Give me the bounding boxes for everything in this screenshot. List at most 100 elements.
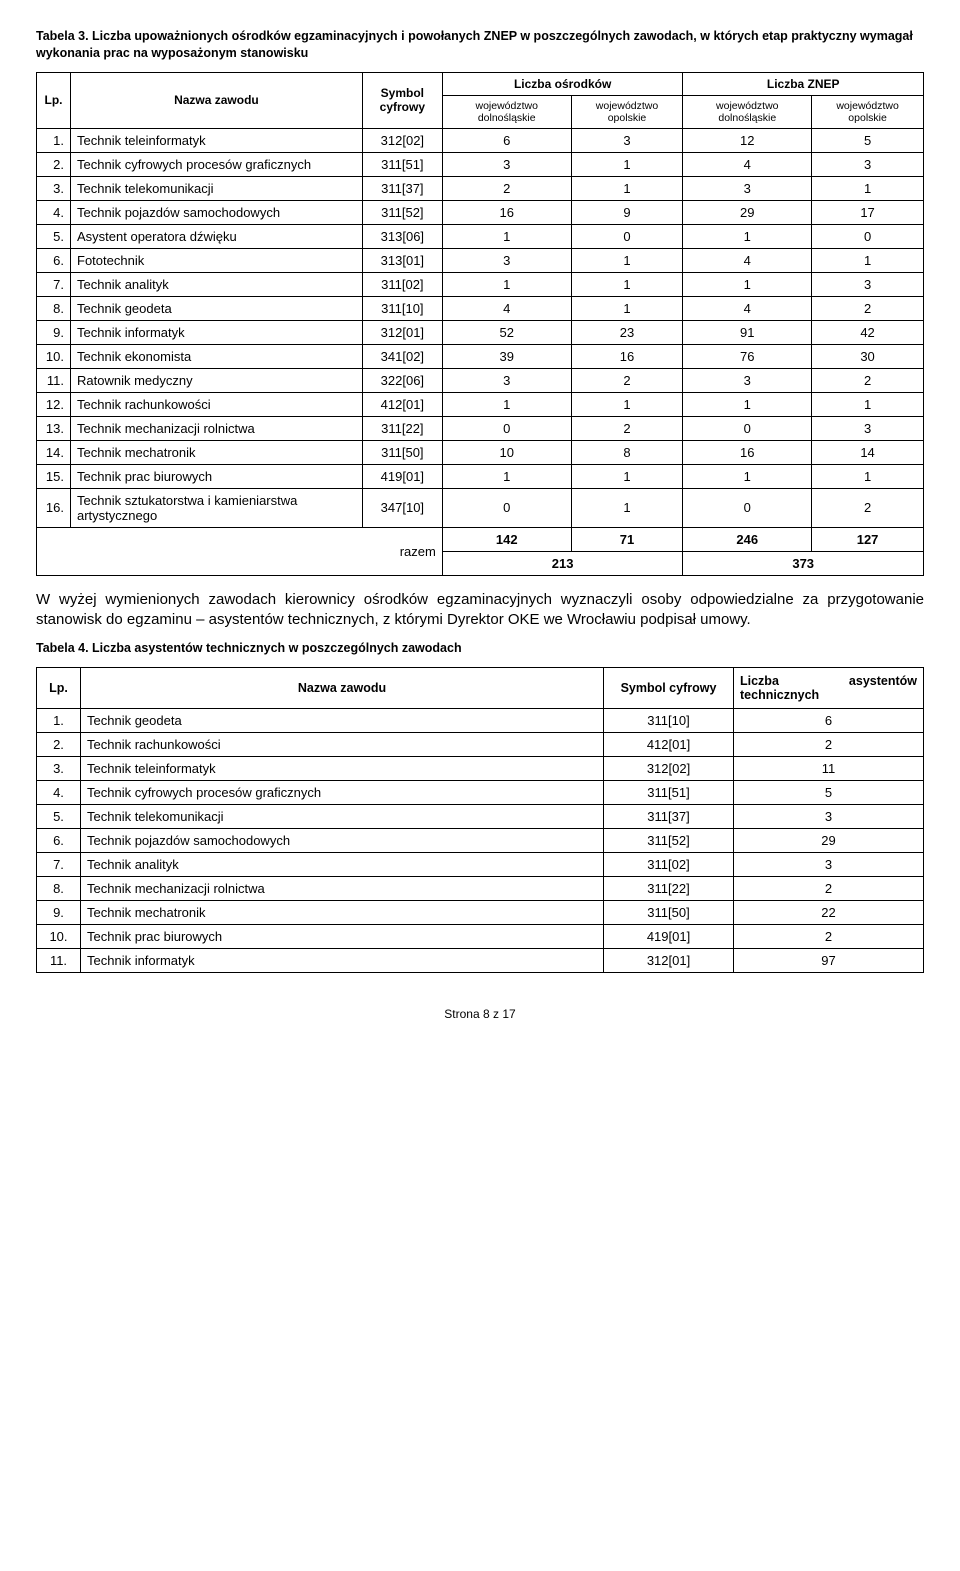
t4-cell-count: 2 (734, 925, 924, 949)
t3-cell-sym: 311[50] (362, 440, 442, 464)
t3-cell-oo: 2 (571, 368, 683, 392)
t3-cell-sym: 311[10] (362, 296, 442, 320)
t4-cell-name: Technik pojazdów samochodowych (81, 829, 604, 853)
t3-sub-zo: województwo opolskie (812, 95, 924, 128)
t3-cell-zd: 4 (683, 296, 812, 320)
t4-cell-count: 97 (734, 949, 924, 973)
t3-cell-lp: 9. (37, 320, 71, 344)
t4-head-symbol: Symbol cyfrowy (604, 668, 734, 709)
t4-cell-sym: 312[02] (604, 757, 734, 781)
t3-cell-oo: 1 (571, 464, 683, 488)
t4-cell-lp: 11. (37, 949, 81, 973)
t4-cell-sym: 412[01] (604, 733, 734, 757)
t3-cell-lp: 7. (37, 272, 71, 296)
t3-sub-od: województwo dolnośląskie (442, 95, 571, 128)
t3-cell-zo: 30 (812, 344, 924, 368)
t3-cell-lp: 14. (37, 440, 71, 464)
t3-cell-lp: 6. (37, 248, 71, 272)
t3-cell-sym: 313[01] (362, 248, 442, 272)
t3-cell-od: 1 (442, 392, 571, 416)
t3-total-zo: 127 (812, 527, 924, 551)
t3-cell-sym: 312[02] (362, 128, 442, 152)
t3-cell-oo: 1 (571, 152, 683, 176)
t3-cell-lp: 8. (37, 296, 71, 320)
t4-head-lp: Lp. (37, 668, 81, 709)
t3-cell-name: Technik prac biurowych (71, 464, 363, 488)
table-row: 4.Technik pojazdów samochodowych311[52]1… (37, 200, 924, 224)
t4-cell-lp: 4. (37, 781, 81, 805)
t3-cell-sym: 313[06] (362, 224, 442, 248)
t3-cell-zo: 2 (812, 368, 924, 392)
t3-head-symbol: Symbol cyfrowy (362, 72, 442, 128)
t3-cell-lp: 13. (37, 416, 71, 440)
t3-cell-lp: 12. (37, 392, 71, 416)
t3-cell-od: 10 (442, 440, 571, 464)
t3-head-znep: Liczba ZNEP (683, 72, 924, 95)
table-row: 13.Technik mechanizacji rolnictwa311[22]… (37, 416, 924, 440)
t3-cell-sym: 311[51] (362, 152, 442, 176)
t4-head-name: Nazwa zawodu (81, 668, 604, 709)
table-row: 6.Fototechnik313[01]3141 (37, 248, 924, 272)
t3-cell-od: 2 (442, 176, 571, 200)
t4-cell-sym: 311[02] (604, 853, 734, 877)
t3-cell-sym: 311[52] (362, 200, 442, 224)
t3-total-label: razem (37, 527, 443, 575)
t3-cell-od: 3 (442, 368, 571, 392)
t3-head-name: Nazwa zawodu (71, 72, 363, 128)
t3-cell-name: Technik analityk (71, 272, 363, 296)
t3-cell-oo: 1 (571, 248, 683, 272)
t3-cell-name: Technik ekonomista (71, 344, 363, 368)
t3-total-zd: 246 (683, 527, 812, 551)
t4-cell-count: 2 (734, 877, 924, 901)
t3-cell-name: Asystent operatora dźwięku (71, 224, 363, 248)
t3-cell-od: 0 (442, 416, 571, 440)
t3-cell-od: 4 (442, 296, 571, 320)
table3-caption: Tabela 3. Liczba upoważnionych ośrodków … (36, 28, 924, 62)
t3-cell-oo: 8 (571, 440, 683, 464)
t3-cell-zd: 4 (683, 248, 812, 272)
t3-cell-sym: 419[01] (362, 464, 442, 488)
table-row: 2.Technik rachunkowości412[01]2 (37, 733, 924, 757)
t3-cell-lp: 1. (37, 128, 71, 152)
t4-cell-sym: 311[37] (604, 805, 734, 829)
t4-cell-sym: 312[01] (604, 949, 734, 973)
t3-cell-name: Technik cyfrowych procesów graficznych (71, 152, 363, 176)
t4-cell-sym: 311[51] (604, 781, 734, 805)
table4-caption: Tabela 4. Liczba asystentów technicznych… (36, 640, 924, 657)
t4-cell-count: 2 (734, 733, 924, 757)
table-row: 9.Technik mechatronik311[50]22 (37, 901, 924, 925)
t4-cell-lp: 2. (37, 733, 81, 757)
t3-cell-zd: 1 (683, 464, 812, 488)
t4-cell-count: 3 (734, 853, 924, 877)
t3-cell-zo: 1 (812, 248, 924, 272)
table4: Lp. Nazwa zawodu Symbol cyfrowy Liczba a… (36, 667, 924, 973)
t3-cell-oo: 1 (571, 296, 683, 320)
t3-cell-sym: 347[10] (362, 488, 442, 527)
t4-cell-sym: 311[22] (604, 877, 734, 901)
t3-cell-name: Ratownik medyczny (71, 368, 363, 392)
table-row: 1.Technik geodeta311[10]6 (37, 709, 924, 733)
t3-cell-zo: 0 (812, 224, 924, 248)
t4-cell-count: 29 (734, 829, 924, 853)
t3-cell-zd: 3 (683, 176, 812, 200)
t3-total-oo: 71 (571, 527, 683, 551)
t3-cell-od: 16 (442, 200, 571, 224)
table-row: 15.Technik prac biurowych419[01]1111 (37, 464, 924, 488)
t3-cell-zo: 3 (812, 152, 924, 176)
t3-cell-name: Technik rachunkowości (71, 392, 363, 416)
t4-cell-count: 11 (734, 757, 924, 781)
t3-cell-zo: 5 (812, 128, 924, 152)
t3-cell-lp: 11. (37, 368, 71, 392)
table-row: 3.Technik teleinformatyk312[02]11 (37, 757, 924, 781)
table-row: 11.Technik informatyk312[01]97 (37, 949, 924, 973)
t3-cell-lp: 10. (37, 344, 71, 368)
t3-cell-name: Technik informatyk (71, 320, 363, 344)
t3-sub-zd: województwo dolnośląskie (683, 95, 812, 128)
t3-cell-od: 39 (442, 344, 571, 368)
t3-cell-lp: 5. (37, 224, 71, 248)
table-row: 11.Ratownik medyczny322[06]3232 (37, 368, 924, 392)
table-row: 8.Technik geodeta311[10]4142 (37, 296, 924, 320)
t4-cell-lp: 10. (37, 925, 81, 949)
t3-cell-od: 1 (442, 272, 571, 296)
t3-cell-zd: 76 (683, 344, 812, 368)
